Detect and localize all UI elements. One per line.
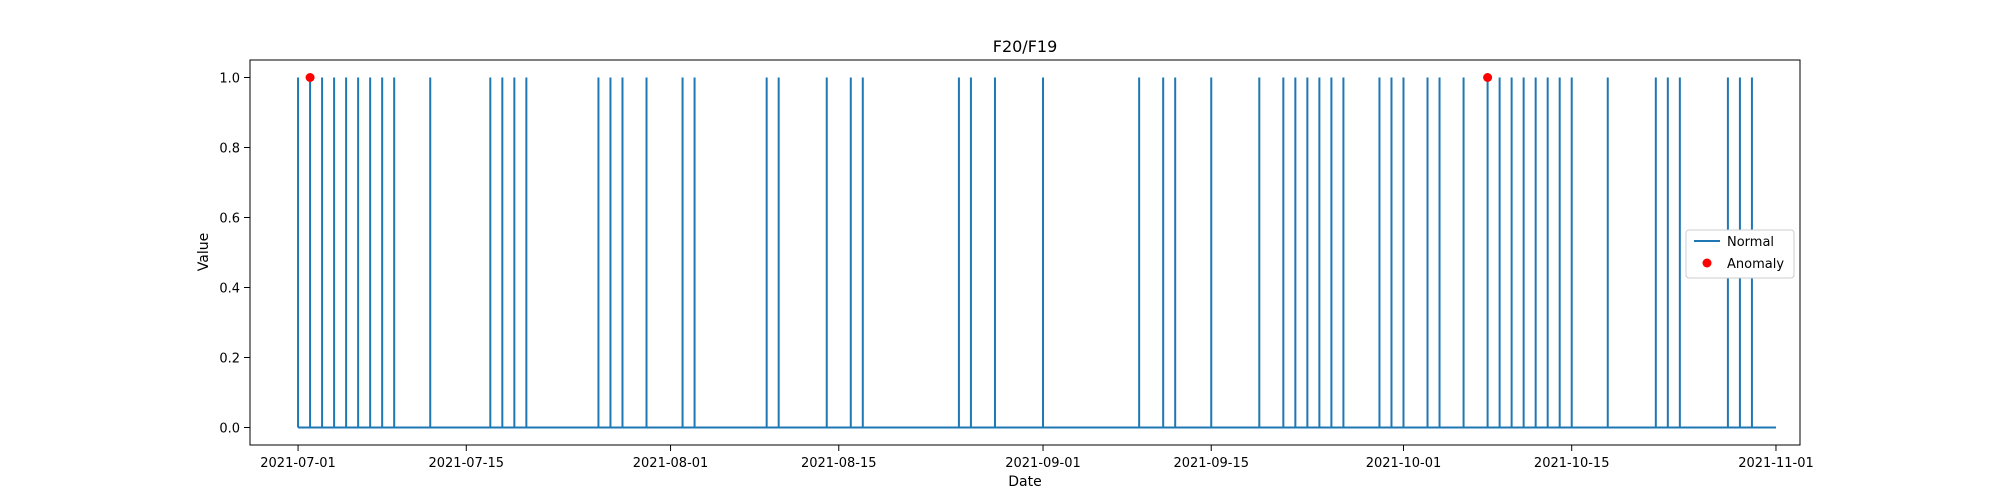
plot-frame bbox=[249, 59, 1801, 446]
plot-layer bbox=[297, 73, 1776, 429]
y-tick-label-1: 0.0 bbox=[219, 422, 240, 437]
legend-anomaly-label: Anomaly bbox=[1727, 257, 1784, 272]
x-axis-label: Date bbox=[1008, 474, 1041, 490]
x-tick-label-6: 2021-09-15 bbox=[1173, 456, 1249, 471]
x-tick-label-4: 2021-08-15 bbox=[801, 456, 877, 471]
plot-background bbox=[250, 60, 1800, 445]
anomaly-point-1 bbox=[305, 73, 315, 82]
x-tick-label-9: 2021-11-01 bbox=[1738, 456, 1814, 471]
y-tick-label-2: 0.2 bbox=[219, 352, 240, 367]
x-tick-label-2: 2021-07-15 bbox=[428, 456, 504, 471]
x-tick-label-3: 2021-08-01 bbox=[633, 456, 709, 471]
y-tick-label-5: 0.8 bbox=[219, 142, 240, 157]
legend-normal-label: Normal bbox=[1727, 235, 1774, 250]
x-tick-label-8: 2021-10-15 bbox=[1534, 456, 1610, 471]
y-tick-label-3: 0.4 bbox=[219, 282, 240, 297]
tick-layer: 2021-07-01 2021-07-15 2021-08-01 2021-08-15… bbox=[219, 72, 1813, 472]
legend-anomaly-marker bbox=[1702, 258, 1712, 268]
y-axis-label: Value bbox=[196, 233, 212, 271]
anomaly-point-2 bbox=[1483, 73, 1493, 82]
chart-title: F20/F19 bbox=[993, 37, 1058, 56]
x-tick-label-5: 2021-09-01 bbox=[1005, 456, 1081, 471]
legend: Normal Anomaly bbox=[1685, 229, 1795, 279]
y-tick-label-4: 0.6 bbox=[219, 212, 240, 227]
x-tick-label-1: 2021-07-01 bbox=[260, 456, 336, 471]
y-tick-label-6: 1.0 bbox=[219, 72, 240, 87]
x-tick-label-7: 2021-10-01 bbox=[1366, 456, 1442, 471]
